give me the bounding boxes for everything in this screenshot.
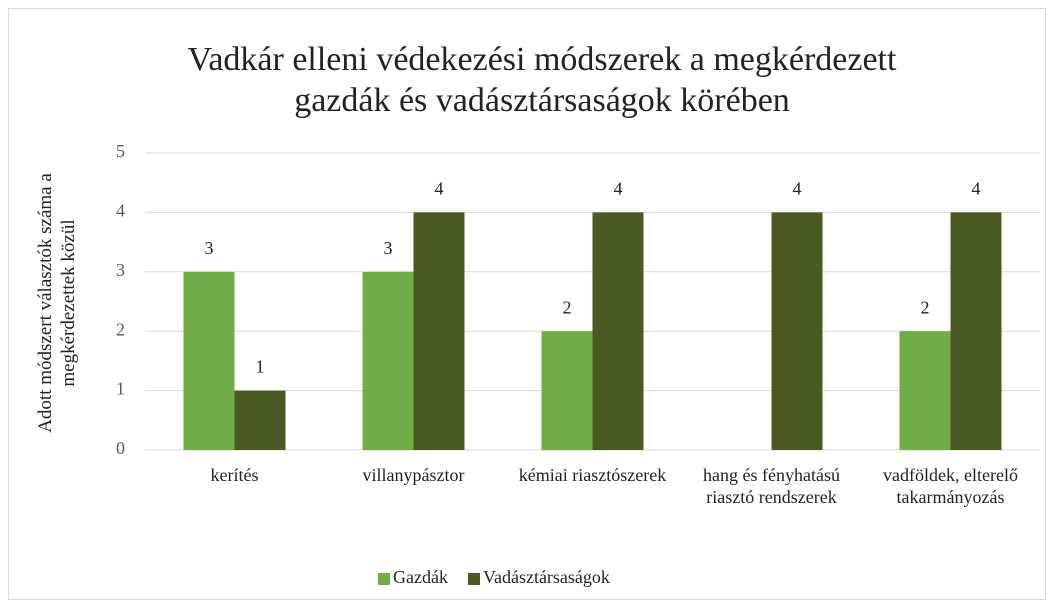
legend-swatch bbox=[378, 573, 390, 585]
data-label: 2 bbox=[921, 297, 930, 317]
x-tick-label: vadföldek, elterelő takarmányozás bbox=[883, 465, 1018, 507]
legend-label: Gazdák bbox=[393, 567, 448, 587]
bar bbox=[234, 390, 286, 450]
legend-label: Vadásztársaságok bbox=[483, 567, 610, 587]
y-tick-label: 4 bbox=[116, 201, 125, 221]
bar bbox=[362, 271, 414, 450]
data-label: 3 bbox=[205, 238, 214, 258]
x-tick-label: villanypásztor bbox=[362, 465, 465, 485]
bar bbox=[413, 212, 465, 450]
data-label: 3 bbox=[384, 238, 393, 258]
data-label: 4 bbox=[435, 179, 444, 199]
y-tick-label: 2 bbox=[116, 319, 125, 339]
bar bbox=[899, 331, 951, 450]
data-label: 4 bbox=[614, 179, 623, 199]
bar bbox=[950, 212, 1002, 450]
data-label: 4 bbox=[972, 179, 981, 199]
data-label: 1 bbox=[256, 357, 265, 377]
legend-swatch bbox=[467, 573, 480, 585]
data-label: 2 bbox=[563, 297, 572, 317]
y-tick-label: 1 bbox=[116, 379, 125, 399]
y-tick-label: 0 bbox=[116, 438, 125, 458]
bar bbox=[771, 212, 823, 450]
data-label: 4 bbox=[793, 179, 802, 199]
x-tick-label: kémiai riasztószerek bbox=[518, 465, 667, 485]
x-tick-label: kerítés bbox=[210, 465, 259, 485]
bar bbox=[541, 331, 593, 450]
chart-border bbox=[8, 8, 1046, 600]
bar bbox=[183, 271, 235, 450]
y-tick-label: 5 bbox=[116, 141, 125, 161]
y-tick-label: 3 bbox=[116, 260, 125, 280]
bar bbox=[592, 212, 644, 450]
chart-title: Vadkár elleni védekezési módszerek a meg… bbox=[187, 41, 897, 119]
x-tick-label: hang és fényhatású riasztó rendszerek bbox=[703, 465, 840, 507]
